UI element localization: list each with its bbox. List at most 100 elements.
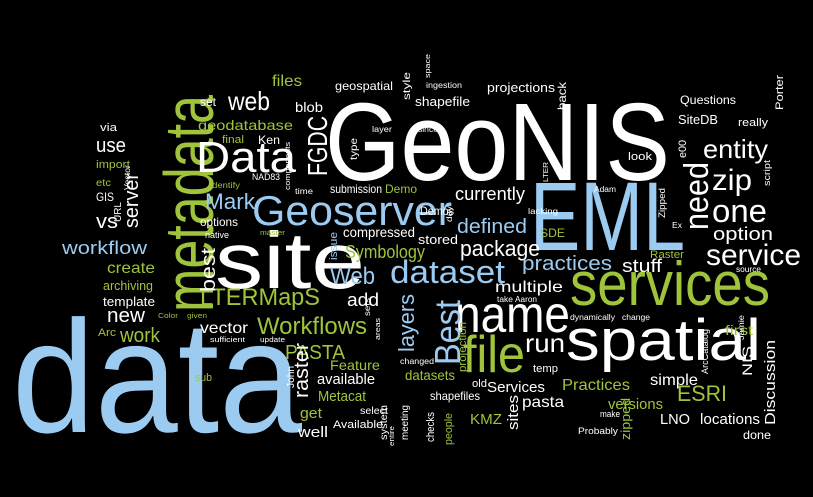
word: sets xyxy=(363,298,372,316)
word: since xyxy=(418,125,439,134)
word: vector xyxy=(200,320,249,337)
word: data xyxy=(12,287,302,466)
word: SDE xyxy=(540,226,565,240)
word: entity xyxy=(703,134,768,164)
word: package xyxy=(460,236,540,261)
word: raster xyxy=(291,343,313,398)
word: sufficient xyxy=(210,337,245,344)
word: file xyxy=(463,326,525,384)
word: name xyxy=(455,286,570,344)
word: add xyxy=(347,290,379,310)
word: select xyxy=(360,406,388,417)
word: archiving xyxy=(103,278,153,293)
word: Probably xyxy=(578,426,619,436)
word: ESRI xyxy=(677,381,727,406)
word: Feature xyxy=(330,357,380,373)
word: lacking xyxy=(528,207,558,216)
word: Practices xyxy=(562,377,630,394)
word: vs xyxy=(96,211,118,233)
word: geodatabase xyxy=(198,117,293,133)
word: John xyxy=(286,366,297,388)
word: via xyxy=(100,122,118,134)
word: work xyxy=(119,325,161,347)
word: new xyxy=(107,305,146,327)
word: take xyxy=(497,295,514,304)
word: Jamie xyxy=(737,314,746,340)
word: pasta xyxy=(522,394,564,411)
word: Geoserver xyxy=(252,187,452,234)
word: NIS xyxy=(739,346,755,376)
word: projections xyxy=(487,80,556,95)
word: metadata xyxy=(150,95,228,312)
word: style xyxy=(402,71,413,100)
word: create xyxy=(107,260,155,277)
word: set xyxy=(200,95,217,109)
word: service xyxy=(706,239,801,272)
word: LTERMapS xyxy=(200,284,320,311)
word: LTER xyxy=(543,162,550,182)
word: source xyxy=(736,265,762,274)
word: Symbology xyxy=(345,242,425,262)
word: identify xyxy=(210,181,240,190)
word: make xyxy=(600,409,620,419)
word: etc xyxy=(96,178,111,189)
word: space xyxy=(425,54,432,78)
word: need xyxy=(678,162,716,230)
word: type xyxy=(349,137,360,160)
word: LNO xyxy=(660,411,690,428)
word: NAD83 xyxy=(252,172,280,182)
word: available xyxy=(317,371,375,388)
word: projection xyxy=(457,322,469,372)
word: Services xyxy=(487,379,545,396)
word: shapefile xyxy=(415,94,470,109)
word: well xyxy=(297,424,328,441)
word: old xyxy=(472,378,487,390)
word: look xyxy=(628,151,653,163)
word: changed xyxy=(400,357,434,366)
word: master xyxy=(260,230,286,237)
word: Metacat xyxy=(318,388,367,405)
word: Arc xyxy=(98,327,117,339)
word: workflow xyxy=(61,238,148,258)
word: ingestion xyxy=(426,81,462,90)
word: use xyxy=(96,135,126,157)
word: really xyxy=(738,117,769,129)
word: geospatial xyxy=(335,79,393,93)
word: dataset xyxy=(390,254,505,290)
word: GIS xyxy=(96,190,114,204)
word: Workflows xyxy=(257,313,367,340)
word: Raster xyxy=(650,249,684,261)
word: shapefiles xyxy=(430,389,480,403)
word: option xyxy=(713,224,773,244)
word: Zipped xyxy=(657,188,667,218)
word: entire xyxy=(389,426,396,446)
word: web xyxy=(227,86,270,116)
word: areas xyxy=(375,317,382,340)
word: PASTA xyxy=(285,342,346,364)
word: done xyxy=(743,428,771,442)
word: defined xyxy=(457,216,527,238)
word: locations xyxy=(700,411,760,428)
word: layer xyxy=(372,125,392,134)
word: options xyxy=(200,215,238,229)
word: compressed xyxy=(343,224,415,240)
word: zip xyxy=(712,164,752,197)
word: FGDC xyxy=(302,116,333,176)
word: day xyxy=(445,206,454,222)
word: Ex xyxy=(672,221,682,230)
word: temp xyxy=(533,363,558,375)
word: submission xyxy=(330,182,382,196)
word: datasets xyxy=(405,367,455,383)
word: Best xyxy=(427,300,468,365)
word: currently xyxy=(455,184,525,204)
word: versions xyxy=(608,396,663,413)
word: Vector xyxy=(123,165,132,190)
word: run xyxy=(525,328,565,358)
word: update xyxy=(260,337,285,344)
word: stored xyxy=(418,232,458,247)
word: native xyxy=(205,230,229,240)
word: components xyxy=(285,141,292,190)
word: time xyxy=(295,187,314,196)
word: blob xyxy=(295,99,323,115)
